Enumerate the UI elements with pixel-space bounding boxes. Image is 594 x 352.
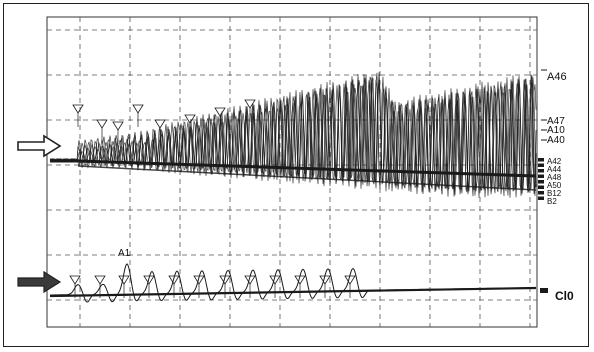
channel-label-b2: B2: [547, 197, 557, 206]
channel-label-a10: A10: [547, 125, 565, 136]
upper-baseline: [50, 159, 537, 178]
trigger-marker: [244, 99, 256, 109]
channel-label-a46: A46: [547, 71, 567, 83]
outline-arrow-icon: [17, 134, 62, 158]
channel-label-a50: A50: [547, 181, 562, 190]
lower-baseline: [49, 286, 537, 298]
trigger-marker: [143, 275, 155, 285]
channel-label-b12: B12: [547, 189, 562, 198]
trigger-marker: [154, 119, 166, 129]
trigger-marker: [344, 275, 356, 285]
channel-tick: [538, 180, 544, 184]
channel-tick: [538, 163, 544, 167]
channel-tick: [538, 169, 544, 173]
trigger-marker: [214, 107, 226, 117]
channel-tick: [538, 185, 544, 189]
channel-label-a44: A44: [547, 165, 562, 174]
lower-trace: [49, 263, 548, 303]
trigger-marker: [69, 275, 81, 285]
trigger-marker: [94, 275, 106, 285]
channel-label-a48: A48: [547, 173, 562, 182]
trigger-marker: [132, 104, 144, 114]
upper-trace-line: [49, 81, 537, 191]
trigger-marker: [269, 275, 281, 285]
plot-border: [46, 16, 538, 328]
trigger-marker: [244, 275, 256, 285]
filled-arrow-icon: [17, 270, 62, 294]
trigger-marker: [294, 275, 306, 285]
channel-label-group: A46 A47 A10 A40 A42 A44 A48 A50 B12 B2 C…: [547, 71, 574, 303]
trigger-markers: [69, 99, 356, 298]
channel-label-a47: A47: [547, 116, 565, 127]
trigger-marker: [118, 275, 130, 285]
trigger-marker: [72, 104, 84, 114]
channel-tick: [538, 196, 544, 200]
trigger-marker: [184, 114, 196, 124]
upper-trace-line: [49, 79, 537, 193]
lower-trace-line: [50, 263, 536, 303]
trigger-marker: [193, 275, 205, 285]
channel-label-a40: A40: [547, 135, 565, 146]
trigger-marker: [168, 275, 180, 285]
upper-trace-bundle: [49, 69, 547, 200]
channel-tick: [538, 191, 544, 195]
channel-tick: [540, 288, 548, 293]
trigger-marker: [219, 275, 231, 285]
channel-label-a42: A42: [547, 157, 562, 166]
channel-tick: [538, 174, 544, 178]
trigger-marker: [319, 275, 331, 285]
channel-label-cl0: Cl0: [555, 289, 574, 303]
upper-baseline-secondary: [77, 165, 537, 191]
channel-tick: [538, 158, 544, 162]
trigger-marker: [112, 121, 124, 131]
trigger-marker: [96, 119, 108, 129]
peak-label-a1: A1: [118, 248, 131, 259]
